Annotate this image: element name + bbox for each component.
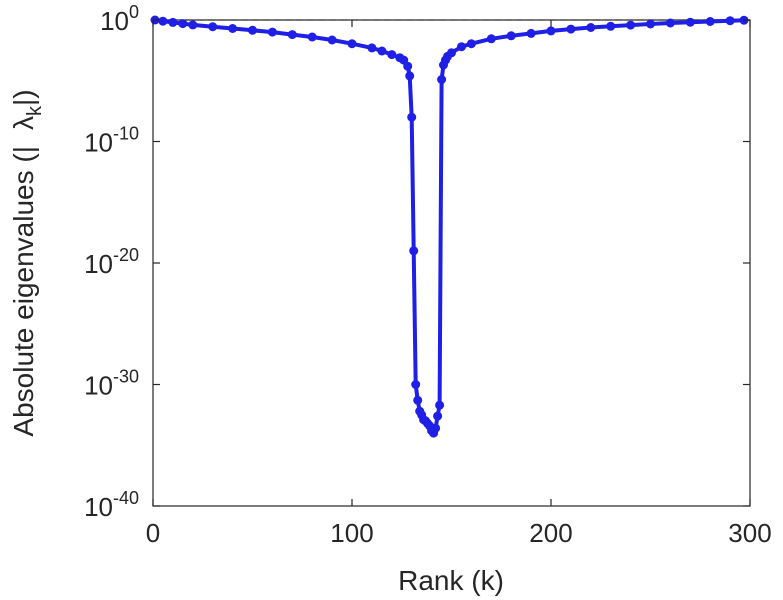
data-point [178,19,188,29]
y-tick-exponent: -10 [113,124,139,144]
data-point [546,26,556,36]
data-point [566,24,576,34]
y-tick-label: 10-10 [84,124,139,158]
x-axis-ticks: 0 100 200 300 [146,20,772,548]
data-point [665,18,675,28]
data-point [586,23,596,32]
data-point [307,32,317,42]
x-tick-label: 0 [146,518,160,548]
data-point [437,75,447,84]
data-point [409,246,419,256]
y-tick-base: 10 [100,6,129,36]
data-point [705,17,715,26]
axes-box [152,19,751,507]
data-point [228,24,238,33]
data-point [188,20,198,30]
series-layer [150,15,749,438]
y-tick-label: 10-30 [84,367,139,401]
data-point [447,48,456,58]
data-point [646,19,655,29]
data-point [405,71,415,81]
data-point [168,17,178,27]
y-tick-base: 10 [84,371,113,401]
data-point [287,30,297,40]
y-tick-exponent: 0 [129,2,139,22]
y-axis-label-symbol: λ [8,116,39,130]
x-axis-label: Rank (k) [398,565,504,596]
y-tick-label: 10-20 [84,245,139,279]
data-point [606,21,616,31]
data-point [457,42,466,52]
x-tick-label: 100 [330,518,373,548]
y-tick-exponent: -40 [113,488,139,508]
y-axis-label: Absolute eigenvalues (| λk|) [8,89,46,436]
data-point [413,395,423,405]
data-point [327,35,337,45]
data-point [367,43,377,53]
data-point [506,31,516,41]
data-point [486,34,496,44]
data-point [431,423,441,433]
data-point [433,411,443,421]
y-axis-label-subscript: k [24,105,46,116]
data-point [347,39,357,49]
y-tick-base: 10 [84,249,113,279]
data-point [208,22,218,32]
y-tick-label: 100 [100,2,139,36]
x-tick-label: 200 [529,518,572,548]
data-point [267,27,277,37]
data-point [248,25,257,35]
y-axis-label-prefix: Absolute eigenvalues (| [8,146,39,437]
data-point [725,16,735,26]
data-point [377,46,387,56]
y-tick-label: 10-40 [84,488,139,522]
data-point [466,39,476,49]
data-point [411,380,421,389]
y-tick-exponent: -20 [113,245,139,265]
y-tick-base: 10 [84,492,113,522]
data-point [626,20,636,30]
x-tick-label: 300 [728,518,771,548]
data-point [407,112,417,122]
y-tick-exponent: -30 [113,367,139,387]
data-point [387,50,397,60]
data-point [403,61,413,71]
data-point [526,28,536,38]
data-point [158,16,168,26]
y-tick-base: 10 [84,128,113,158]
y-axis-label-suffix: |) [8,89,39,106]
data-point [685,17,695,27]
data-point [435,400,445,410]
